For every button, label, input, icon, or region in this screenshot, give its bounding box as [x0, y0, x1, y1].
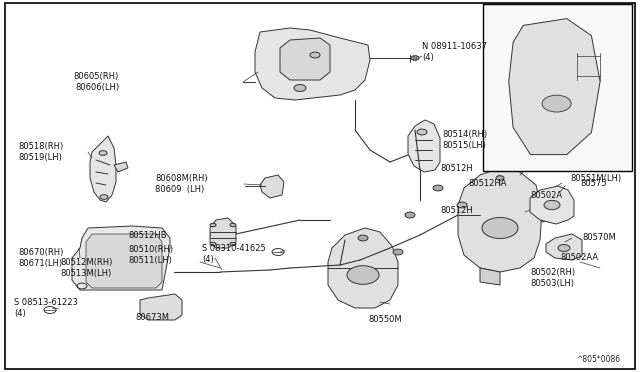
Text: S 08513-61223
(4): S 08513-61223 (4)	[14, 298, 78, 318]
Polygon shape	[255, 28, 370, 100]
Circle shape	[100, 195, 108, 199]
Text: 80512HB: 80512HB	[128, 231, 166, 240]
Polygon shape	[72, 226, 170, 290]
Text: 80512M(RH)
80513M(LH): 80512M(RH) 80513M(LH)	[60, 258, 113, 278]
Polygon shape	[86, 234, 162, 288]
Polygon shape	[540, 208, 564, 222]
Circle shape	[457, 202, 467, 208]
Circle shape	[417, 129, 427, 135]
Circle shape	[542, 95, 571, 112]
Polygon shape	[408, 120, 440, 172]
Text: 80512H: 80512H	[440, 205, 473, 215]
Polygon shape	[260, 175, 284, 198]
Circle shape	[544, 201, 560, 210]
Circle shape	[230, 242, 236, 246]
Circle shape	[358, 235, 368, 241]
Text: 80512HA: 80512HA	[468, 179, 506, 187]
Text: 80550M: 80550M	[368, 315, 402, 324]
Text: 80502A: 80502A	[530, 190, 562, 199]
Circle shape	[230, 223, 236, 227]
Text: 80502(RH)
80503(LH): 80502(RH) 80503(LH)	[530, 268, 575, 288]
Polygon shape	[509, 19, 600, 155]
Text: 80551M(LH): 80551M(LH)	[570, 173, 621, 183]
Text: 80608M(RH)
80609  (LH): 80608M(RH) 80609 (LH)	[155, 174, 207, 194]
Circle shape	[210, 242, 216, 246]
Polygon shape	[140, 294, 182, 320]
Circle shape	[393, 249, 403, 255]
Text: 80673M: 80673M	[135, 314, 169, 323]
Circle shape	[210, 223, 216, 227]
Text: N 08911-10637
(4): N 08911-10637 (4)	[422, 42, 487, 62]
Polygon shape	[280, 38, 330, 80]
Text: 80605(RH)
80606(LH): 80605(RH) 80606(LH)	[74, 72, 119, 92]
Polygon shape	[458, 168, 542, 272]
Circle shape	[310, 52, 320, 58]
Circle shape	[347, 266, 379, 284]
Polygon shape	[546, 234, 582, 260]
Text: N: N	[413, 55, 417, 61]
Polygon shape	[530, 186, 574, 224]
Circle shape	[99, 151, 107, 155]
Text: S 08310-41625
(4): S 08310-41625 (4)	[202, 244, 266, 264]
Circle shape	[496, 176, 504, 180]
Circle shape	[433, 185, 443, 191]
Circle shape	[558, 244, 570, 251]
Polygon shape	[480, 268, 500, 285]
Text: 80670(RH)
80671(LH): 80670(RH) 80671(LH)	[18, 248, 63, 268]
Polygon shape	[90, 136, 116, 202]
Circle shape	[405, 212, 415, 218]
Bar	[483, 4, 632, 171]
Text: 80518(RH)
80519(LH): 80518(RH) 80519(LH)	[18, 142, 63, 162]
Text: 80575: 80575	[580, 180, 607, 189]
Text: 80502AA: 80502AA	[560, 253, 598, 263]
Text: 80570M: 80570M	[582, 234, 616, 243]
Circle shape	[482, 218, 518, 238]
Text: 80510(RH)
80511(LH): 80510(RH) 80511(LH)	[128, 245, 173, 265]
Text: 80512H: 80512H	[440, 164, 473, 173]
Polygon shape	[114, 162, 128, 172]
Text: 80514(RH)
80515(LH): 80514(RH) 80515(LH)	[442, 130, 487, 150]
Polygon shape	[210, 218, 236, 248]
Circle shape	[411, 56, 419, 60]
Circle shape	[294, 84, 306, 92]
Text: ^805*0086: ^805*0086	[577, 355, 621, 364]
Polygon shape	[328, 228, 398, 308]
